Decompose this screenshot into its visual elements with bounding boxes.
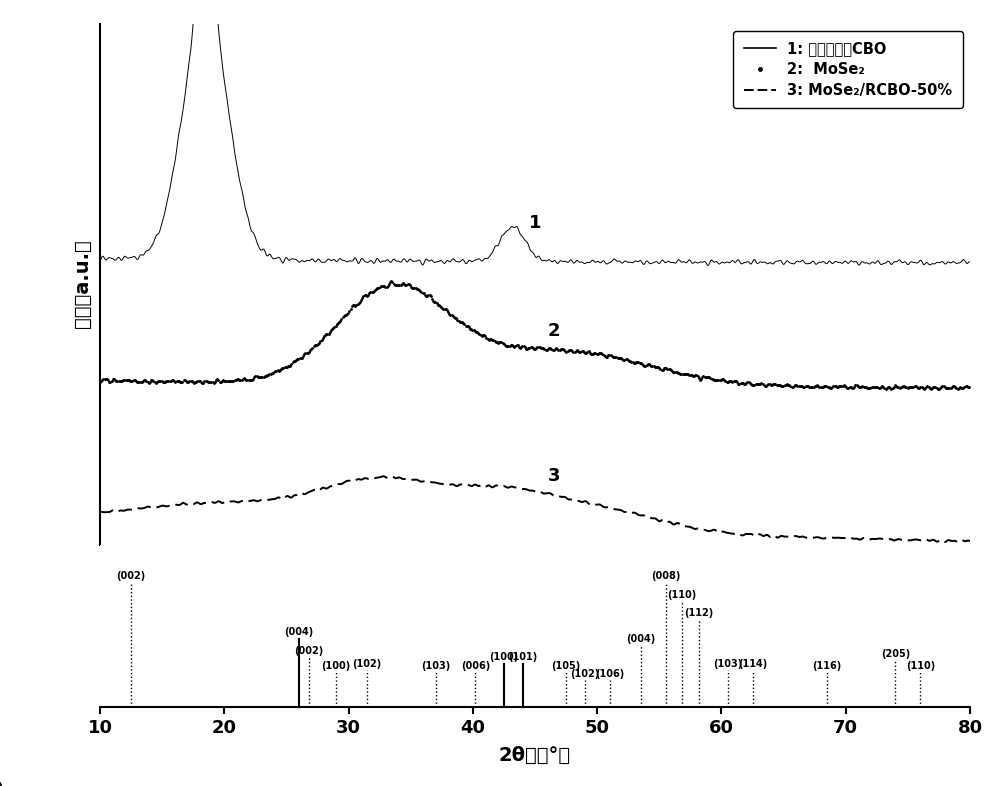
- Text: (102): (102): [570, 669, 599, 678]
- Text: (103): (103): [421, 661, 450, 671]
- Text: 1: 1: [529, 214, 541, 232]
- Text: (112): (112): [684, 608, 714, 619]
- Text: (100): (100): [489, 652, 519, 663]
- Text: (101): (101): [508, 652, 537, 663]
- Text: 3: 3: [547, 467, 560, 485]
- Text: (002): (002): [116, 571, 146, 581]
- Text: (102): (102): [353, 659, 382, 669]
- Text: (100): (100): [322, 661, 351, 671]
- Text: (004): (004): [626, 634, 655, 644]
- Text: (110): (110): [667, 590, 696, 600]
- Text: (004): (004): [284, 627, 313, 637]
- Text: (116): (116): [812, 661, 842, 671]
- Text: (006): (006): [461, 661, 490, 671]
- Text: 2: 2: [547, 322, 560, 340]
- Text: (103): (103): [713, 659, 742, 669]
- Text: (008): (008): [651, 571, 680, 581]
- Legend: 1: 低氧化度的CBO, 2:  MoSe₂, 3: MoSe₂/RCBO-50%: 1: 低氧化度的CBO, 2: MoSe₂, 3: MoSe₂/RCBO-50%: [733, 31, 963, 108]
- Text: (205): (205): [881, 648, 910, 659]
- Text: (110): (110): [906, 661, 935, 671]
- Text: (106): (106): [595, 669, 624, 678]
- X-axis label: 2θ角（°）: 2θ角（°）: [499, 746, 571, 765]
- Text: (002): (002): [294, 646, 323, 656]
- Text: (105): (105): [551, 661, 581, 671]
- Text: (114): (114): [738, 659, 767, 669]
- Y-axis label: 强度（a.u.）: 强度（a.u.）: [73, 240, 92, 329]
